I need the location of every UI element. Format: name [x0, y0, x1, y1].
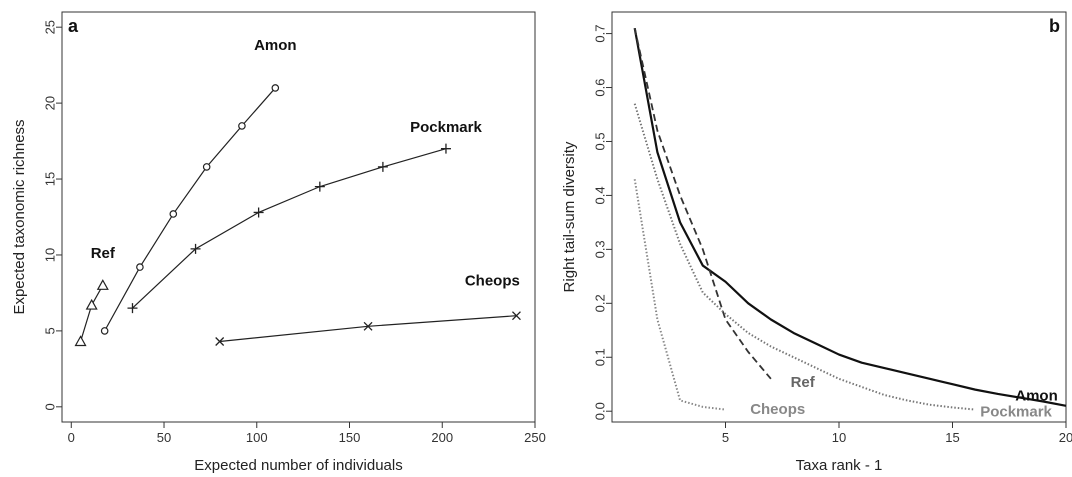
- series-line-amon: [633, 27, 1067, 407]
- data-point-amon: [271, 84, 280, 92]
- series-label-cheops-b: Cheops: [750, 401, 805, 418]
- y-tick-label-a: 20: [43, 96, 58, 110]
- y-tick-label-a: 5: [43, 327, 58, 334]
- x-tick-label-a: 100: [246, 430, 268, 445]
- y-tick-label-b: 0.5: [593, 132, 608, 150]
- data-point-amon: [202, 163, 211, 171]
- data-point-pockmark: [314, 181, 325, 192]
- y-tick-label-a: 0: [43, 403, 58, 410]
- plot-frame-b: [611, 11, 1067, 423]
- panel-letter-a: a: [68, 16, 79, 36]
- x-tick-label-a: 50: [157, 430, 171, 445]
- x-tick-label-a: 200: [431, 430, 453, 445]
- data-point-cheops: [511, 311, 521, 321]
- y-tick-label-a: 10: [43, 248, 58, 262]
- series-label-amon-a: Amon: [254, 37, 297, 54]
- panel-a-chart: 0 50 100 150 200 250 0 5 10 15 20 25 Expected number…: [11, 11, 546, 474]
- series-label-ref-a: Ref: [91, 245, 116, 262]
- y-tick-label-b: 0.1: [593, 348, 608, 366]
- y-tick-label-a: 15: [43, 172, 58, 186]
- x-tick-label-b: 5: [722, 430, 729, 445]
- x-tick-label-a: 150: [339, 430, 361, 445]
- data-point-amon: [169, 210, 178, 218]
- x-tick-label-b: 20: [1059, 430, 1072, 445]
- series-line-ref: [633, 27, 772, 380]
- panel-letter-b: b: [1049, 16, 1060, 36]
- y-tick-label-b: 0.0: [593, 402, 608, 420]
- data-point-pockmark: [440, 143, 451, 154]
- y-axis-label-a: Expected taxonomic richness: [11, 119, 28, 314]
- y-tick-label-b: 0.4: [593, 186, 608, 204]
- data-point-pockmark: [190, 243, 201, 254]
- y-axis-label-b: Right tail-sum diversity: [561, 141, 578, 292]
- x-axis-label-b: Taxa rank - 1: [796, 457, 883, 474]
- series-label-pockmark-a: Pockmark: [410, 119, 482, 136]
- x-tick-label-a: 250: [524, 430, 546, 445]
- data-point-ref: [85, 298, 98, 310]
- series-line-cheops: [219, 315, 517, 343]
- data-point-amon: [136, 263, 144, 271]
- panel-b-chart: 5 10 15 20 0.0 0.1 0.2 0.3 0.4 0.5 0.6 0.7 Taxa rank…: [561, 11, 1072, 474]
- series-line-pockmark: [633, 103, 976, 411]
- series-label-amon-b: Amon: [1015, 387, 1058, 404]
- series-label-cheops-a: Cheops: [465, 272, 520, 289]
- data-point-pockmark: [253, 207, 264, 218]
- x-axis-label-a: Expected number of individuals: [194, 457, 402, 474]
- data-point-cheops: [215, 337, 225, 346]
- y-tick-label-b: 0.7: [593, 25, 608, 43]
- x-tick-label-a: 0: [68, 430, 75, 445]
- series-line-cheops: [633, 179, 726, 411]
- data-point-ref: [96, 279, 109, 290]
- series-label-pockmark-b: Pockmark: [980, 404, 1052, 421]
- data-point-pockmark: [127, 303, 138, 314]
- series-line-pockmark: [132, 148, 447, 309]
- data-point-amon: [238, 122, 246, 130]
- y-tick-label-b: 0.2: [593, 294, 608, 312]
- series-line-ref: [79, 285, 104, 342]
- x-tick-label-b: 10: [832, 430, 846, 445]
- plot-frame-a: [61, 11, 536, 423]
- series-label-ref-b: Ref: [791, 374, 816, 391]
- y-tick-label-b: 0.3: [593, 240, 608, 258]
- data-point-pockmark: [377, 161, 388, 172]
- y-tick-label-a: 25: [43, 20, 58, 34]
- data-point-ref: [74, 335, 87, 347]
- data-point-cheops: [363, 321, 373, 331]
- series-line-amon: [104, 87, 276, 332]
- x-tick-label-b: 15: [945, 430, 959, 445]
- y-tick-label-b: 0.6: [593, 78, 608, 96]
- data-point-amon: [100, 327, 109, 335]
